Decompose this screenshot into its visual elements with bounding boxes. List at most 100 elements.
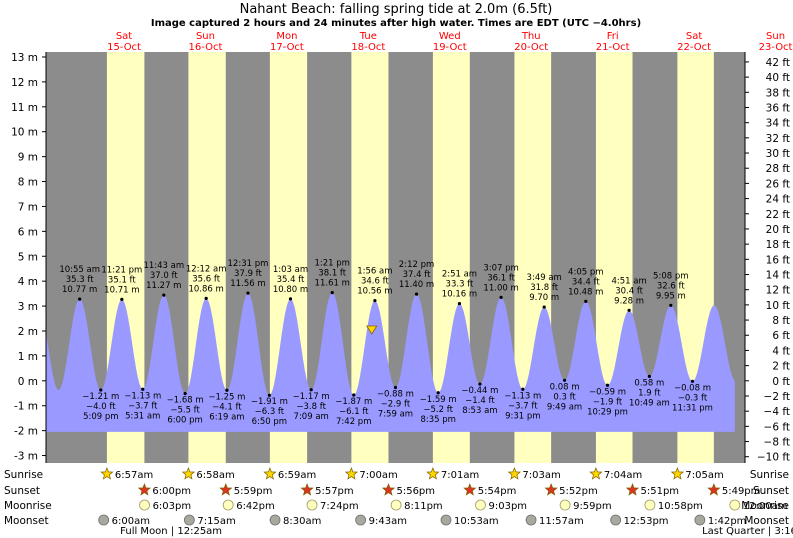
right-tick-label: 2 ft: [772, 361, 790, 373]
tide-label-high: 10.86 m: [188, 284, 223, 294]
right-tick-label: 30 ft: [766, 148, 790, 160]
day-name: Tue: [359, 31, 377, 42]
moonset-icon: [610, 514, 622, 526]
tide-point-low: [605, 383, 610, 387]
moon-phase-note: Full Moon | 12:25am: [120, 526, 222, 537]
tide-curve: [46, 292, 735, 432]
right-tick-label: 42 ft: [766, 57, 790, 69]
left-tick-label: -2 m: [14, 426, 38, 438]
tide-label-low: 11:31 pm: [672, 403, 713, 413]
moonset-icon: [440, 514, 452, 526]
right-tick-label: 36 ft: [766, 102, 790, 114]
left-tick-label: 13 m: [11, 52, 38, 64]
sunset-icon: [219, 483, 233, 496]
moonset-time: 9:43am: [369, 516, 407, 527]
left-tick-label: 9 m: [18, 152, 38, 164]
tide-label-high: 10.56 m: [357, 287, 392, 297]
moonrise-icon: [306, 499, 318, 511]
moonrise-icon: [559, 499, 571, 511]
tide-point-high: [120, 297, 124, 301]
row-label-left: Sunset: [4, 485, 40, 497]
tide-label-high: 12:12 am: [186, 264, 227, 274]
sunrise-time: 7:01am: [441, 470, 479, 481]
right-tick-label: 26 ft: [766, 178, 790, 190]
tide-label-low: −6.3 ft: [255, 407, 285, 417]
tide-label-high: 10.16 m: [442, 290, 477, 300]
tide-point-high: [584, 299, 588, 303]
sunset-icon: [707, 483, 721, 496]
moonrise-icon: [644, 499, 656, 511]
tide-point-high: [78, 297, 82, 301]
moonrise-time: 6:42pm: [236, 501, 275, 512]
tide-label-low: −3.7 ft: [508, 401, 538, 411]
sunrise-icon: [426, 467, 440, 480]
tide-point-low: [436, 391, 440, 395]
tide-label-high: 1:21 pm: [314, 259, 349, 269]
tide-point-low: [183, 391, 187, 396]
row-label-left: Moonrise: [4, 500, 52, 512]
left-tick-label: 3 m: [18, 301, 38, 313]
tide-label-high: 33.3 ft: [446, 280, 474, 290]
day-date: 21-Oct: [596, 42, 630, 53]
tide-label-low: 0.58 m: [634, 378, 664, 388]
tide-label-low: 6:50 pm: [252, 417, 287, 427]
day-date: 16-Oct: [189, 42, 223, 53]
tide-label-low: −0.44 m: [461, 386, 498, 396]
left-tick-label: 6 m: [18, 226, 38, 238]
tide-label-low: −0.59 m: [589, 387, 626, 397]
tide-label-high: 9.95 m: [656, 291, 686, 301]
tide-label-high: 1:03 am: [273, 265, 308, 275]
sunset-time: 5:59pm: [234, 486, 273, 497]
tide-label-low: 5:09 pm: [83, 412, 118, 422]
tide-point-high: [457, 301, 462, 306]
right-tick-label: 32 ft: [766, 133, 790, 145]
moonrise-icon: [390, 499, 402, 511]
right-tick-label: −2 ft: [764, 391, 790, 403]
moonrise-time: 9:59pm: [573, 501, 612, 512]
sun-moon-rows: Sunrise Sunrise Sunset Sunset Moonrise Moonri…: [4, 467, 793, 537]
tide-point-low: [99, 388, 103, 392]
moonrise-icon: [475, 499, 486, 511]
moonrise-time: 8:11pm: [404, 501, 443, 512]
sunrise-time: 7:00am: [359, 470, 397, 481]
right-tick-label: 8 ft: [772, 315, 790, 327]
tide-point-high: [627, 308, 631, 312]
left-tick-label: -3 m: [14, 451, 38, 463]
tide-point-high: [330, 291, 334, 295]
right-tick-label: 16 ft: [766, 254, 790, 266]
chart-title: Nahant Beach: falling spring tide at 2.0…: [240, 2, 553, 17]
tide-label-high: 36.1 ft: [487, 273, 515, 283]
tide-label-high: 3:49 am: [527, 273, 562, 283]
tide-label-low: −1.68 m: [167, 396, 204, 406]
tide-point-low: [225, 388, 229, 392]
tide-point-high: [162, 293, 166, 297]
tide-label-high: 10.71 m: [104, 285, 139, 295]
left-tick-label: 11 m: [11, 102, 38, 114]
tide-label-low: −1.17 m: [293, 392, 330, 402]
row-label-right: Sunrise: [750, 469, 789, 481]
tide-label-low: −5.5 ft: [170, 406, 200, 416]
day-name: Mon: [276, 31, 297, 42]
day-name: Sun: [766, 31, 785, 42]
tide-point-high: [204, 296, 208, 300]
tide-label-high: 34.4 ft: [572, 277, 600, 287]
tide-label-low: 10:29 pm: [587, 407, 628, 417]
moonset-time: 1:42pm: [708, 516, 747, 527]
tide-label-high: 11.40 m: [399, 280, 434, 290]
sunset-icon: [463, 483, 477, 496]
sunset-time: 5:51pm: [641, 486, 680, 497]
sunrise-time: 6:59am: [278, 470, 316, 481]
tide-point-low: [352, 393, 356, 397]
left-tick-label: 8 m: [18, 177, 38, 189]
tide-label-low: −1.4 ft: [465, 396, 495, 406]
sunrise-icon: [100, 467, 114, 480]
day-headers: Sat15-OctSun16-OctMon17-OctTue18-OctWed1…: [107, 31, 792, 53]
left-tick-label: 5 m: [18, 251, 38, 263]
chart-subtitle: Image captured 2 hours and 24 minutes af…: [151, 18, 641, 29]
right-tick-label: 14 ft: [766, 270, 790, 282]
right-tick-label: 38 ft: [766, 87, 790, 99]
day-date: 17-Oct: [270, 42, 304, 53]
moonset-icon: [98, 514, 110, 526]
sunrise-icon: [181, 467, 196, 480]
